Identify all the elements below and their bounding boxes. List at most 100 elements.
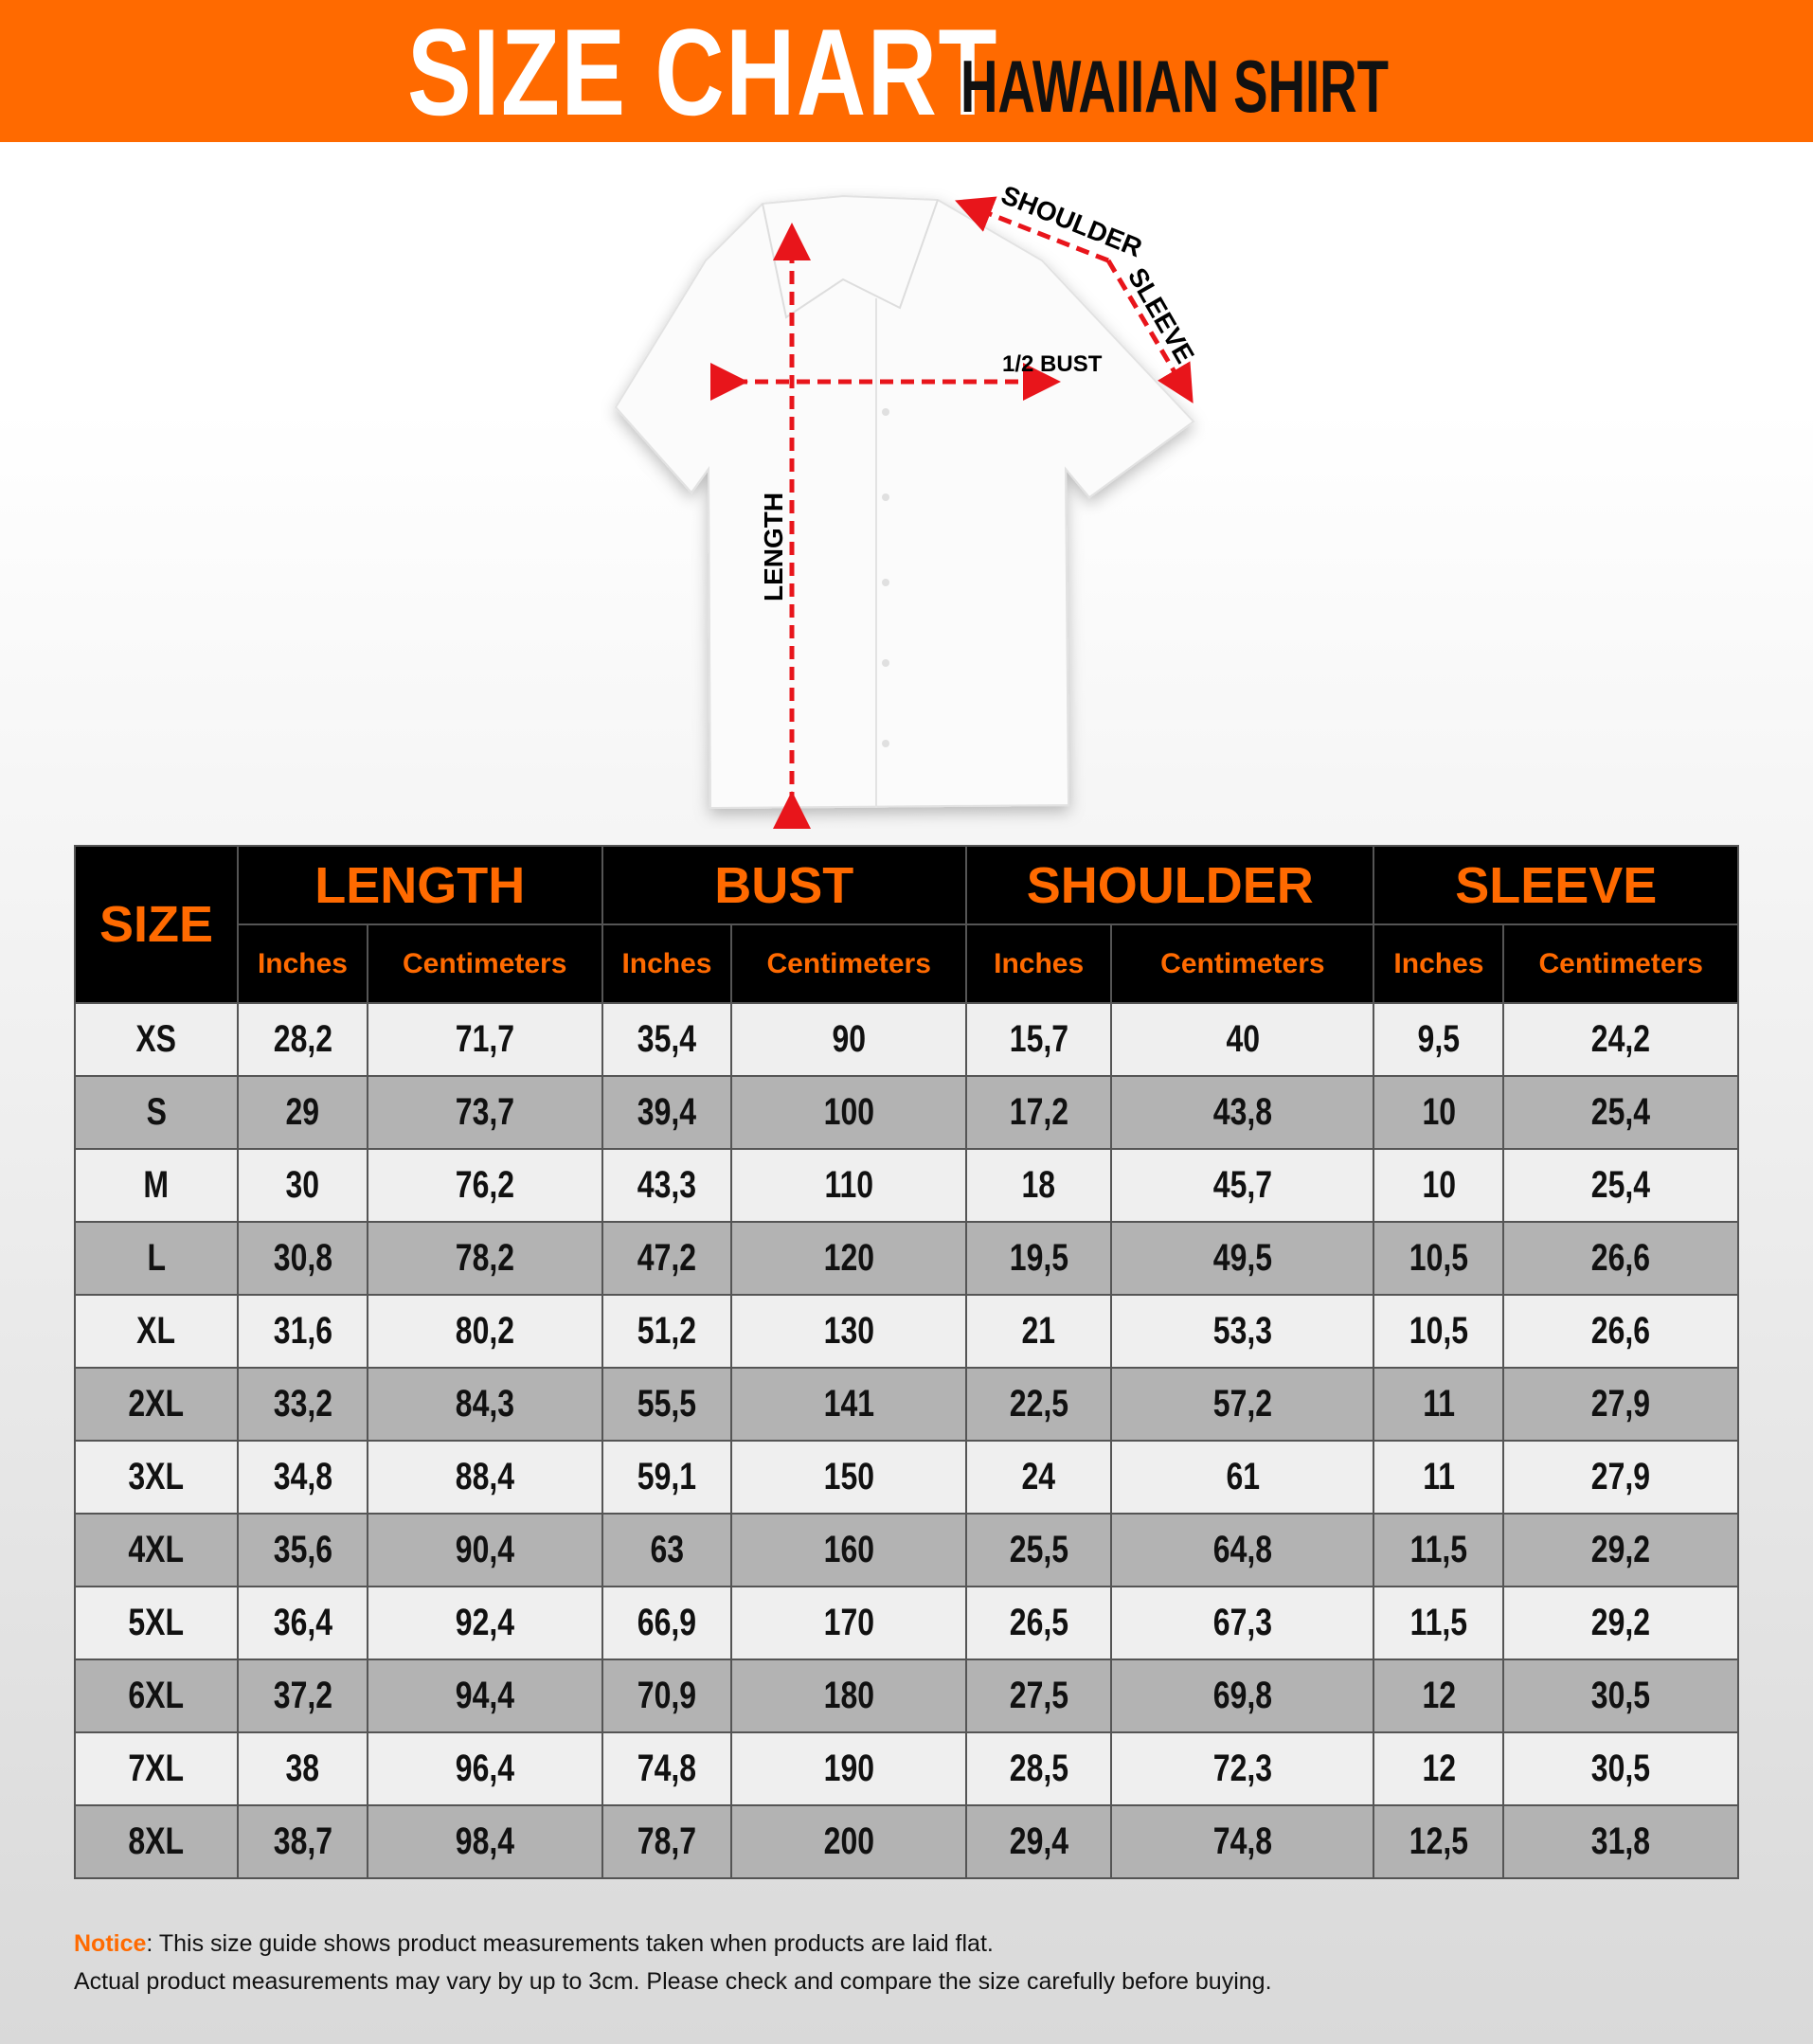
measurement-cell: 25,4 — [1502, 1148, 1739, 1223]
table-row: 2XL 33,2 84,3 55,5 141 22,5 57,2 11 27,9 — [74, 1367, 1739, 1442]
cell-value: 29 — [285, 1091, 320, 1133]
group-length: LENGTH — [237, 845, 603, 925]
cell-value: 4XL — [128, 1529, 185, 1570]
measurement-cell: 80,2 — [366, 1294, 603, 1369]
measurement-cell: 25,5 — [964, 1513, 1113, 1587]
cell-value: 64,8 — [1212, 1529, 1273, 1570]
size-header: SIZE — [74, 845, 239, 1004]
size-cell: 6XL — [74, 1659, 239, 1733]
cell-value: XL — [136, 1310, 176, 1352]
measurement-cell: 49,5 — [1110, 1221, 1375, 1296]
cell-value: 190 — [823, 1748, 874, 1789]
measurement-cell: 37,2 — [237, 1659, 368, 1733]
measurement-cell: 27,5 — [964, 1659, 1113, 1733]
table-row: 3XL 34,8 88,4 59,1 150 24 61 11 27,9 — [74, 1440, 1739, 1515]
header-banner: SIZE CHART HAWAIIAN SHIRT — [0, 0, 1813, 142]
cell-value: 12,5 — [1409, 1820, 1469, 1862]
cell-value: 43,3 — [637, 1164, 697, 1206]
cell-value: 27,9 — [1591, 1383, 1651, 1425]
measurement-cell: 19,5 — [964, 1221, 1113, 1296]
cell-value: 31,8 — [1591, 1820, 1651, 1862]
table-row: 5XL 36,4 92,4 66,9 170 26,5 67,3 11,5 29,2 — [74, 1586, 1739, 1660]
table-row: M 30 76,2 43,3 110 18 45,7 10 25,4 — [74, 1148, 1739, 1223]
cell-value: 22,5 — [1009, 1383, 1068, 1425]
size-table: SIZE LENGTH BUST SHOULDER SLEEVE Inches C… — [74, 845, 1739, 1879]
measurement-cell: 69,8 — [1110, 1659, 1375, 1733]
notice-label: Notice — [74, 1930, 147, 1957]
notice: Notice: This size guide shows product me… — [74, 1925, 1272, 2000]
measurement-cell: 150 — [730, 1440, 967, 1515]
cell-value: 11,5 — [1409, 1602, 1468, 1643]
measurement-cell: 29,2 — [1502, 1513, 1739, 1587]
measurement-cell: 10,5 — [1373, 1294, 1505, 1369]
cell-value: 45,7 — [1212, 1164, 1273, 1206]
cell-value: 55,5 — [637, 1383, 697, 1425]
cell-value: 30,8 — [273, 1237, 332, 1279]
measurement-cell: 64,8 — [1110, 1513, 1375, 1587]
measurement-cell: 18 — [964, 1148, 1113, 1223]
cell-value: 69,8 — [1212, 1675, 1273, 1716]
measurement-cell: 11 — [1373, 1440, 1505, 1515]
cell-value: 10,5 — [1409, 1310, 1469, 1352]
size-cell: XS — [74, 1002, 239, 1077]
cell-value: 141 — [823, 1383, 874, 1425]
cell-value: 10 — [1422, 1164, 1456, 1206]
measurement-cell: 67,3 — [1110, 1586, 1375, 1660]
cell-value: 74,8 — [637, 1748, 697, 1789]
measurement-cell: 71,7 — [366, 1002, 603, 1077]
unit-header: Inches — [237, 923, 368, 1004]
cell-value: 2XL — [128, 1383, 185, 1425]
measurement-cell: 28,2 — [237, 1002, 368, 1077]
measurement-cell: 38 — [237, 1731, 368, 1806]
cell-value: 25,4 — [1591, 1091, 1651, 1133]
measurement-cell: 78,2 — [366, 1221, 603, 1296]
measurement-cell: 38,7 — [237, 1804, 368, 1879]
cell-value: 18 — [1021, 1164, 1056, 1206]
table-row: 7XL 38 96,4 74,8 190 28,5 72,3 12 30,5 — [74, 1731, 1739, 1806]
measurement-cell: 61 — [1110, 1440, 1375, 1515]
cell-value: 30,5 — [1591, 1748, 1651, 1789]
cell-value: 96,4 — [455, 1748, 514, 1789]
cell-value: 29,2 — [1591, 1602, 1651, 1643]
size-cell: 7XL — [74, 1731, 239, 1806]
cell-value: 39,4 — [637, 1091, 697, 1133]
cell-value: 34,8 — [273, 1456, 332, 1497]
cell-value: 57,2 — [1212, 1383, 1273, 1425]
measurement-cell: 100 — [730, 1075, 967, 1150]
measurement-cell: 29,4 — [964, 1804, 1113, 1879]
cell-value: 66,9 — [637, 1602, 697, 1643]
measurement-cell: 11 — [1373, 1367, 1505, 1442]
cell-value: 100 — [823, 1091, 874, 1133]
cell-value: 78,2 — [455, 1237, 514, 1279]
group-shoulder: SHOULDER — [964, 845, 1375, 925]
page-subtitle: HAWAIIAN SHIRT — [960, 45, 1390, 128]
measurement-cell: 17,2 — [964, 1075, 1113, 1150]
cell-value: 7XL — [128, 1748, 185, 1789]
cell-value: 59,1 — [637, 1456, 697, 1497]
measurement-cell: 30 — [237, 1148, 368, 1223]
measurement-cell: 40 — [1110, 1002, 1375, 1077]
table-row: 4XL 35,6 90,4 63 160 25,5 64,8 11,5 29,2 — [74, 1513, 1739, 1587]
cell-value: 90,4 — [455, 1529, 514, 1570]
measurement-cell: 26,6 — [1502, 1221, 1739, 1296]
cell-value: 5XL — [128, 1602, 185, 1643]
measurement-cell: 74,8 — [1110, 1804, 1375, 1879]
cell-value: 29,2 — [1591, 1529, 1651, 1570]
cell-value: 24 — [1021, 1456, 1056, 1497]
cell-value: 200 — [823, 1820, 874, 1862]
cell-value: 27,9 — [1591, 1456, 1651, 1497]
table-row: 8XL 38,7 98,4 78,7 200 29,4 74,8 12,5 31,8 — [74, 1804, 1739, 1879]
cell-value: 35,4 — [637, 1018, 697, 1060]
measurement-cell: 43,8 — [1110, 1075, 1375, 1150]
cell-value: 98,4 — [455, 1820, 514, 1862]
measurement-cell: 22,5 — [964, 1367, 1113, 1442]
cell-value: L — [147, 1237, 166, 1279]
cell-value: 92,4 — [455, 1602, 514, 1643]
cell-value: 40 — [1226, 1018, 1260, 1060]
cell-value: 29,4 — [1009, 1820, 1068, 1862]
shirt-diagram: 1/2 BUST LENGTH SHOULDER SLEEVE — [614, 185, 1200, 829]
measurement-cell: 96,4 — [366, 1731, 603, 1806]
group-bust: BUST — [601, 845, 967, 925]
cell-value: 150 — [823, 1456, 874, 1497]
measurement-cell: 34,8 — [237, 1440, 368, 1515]
